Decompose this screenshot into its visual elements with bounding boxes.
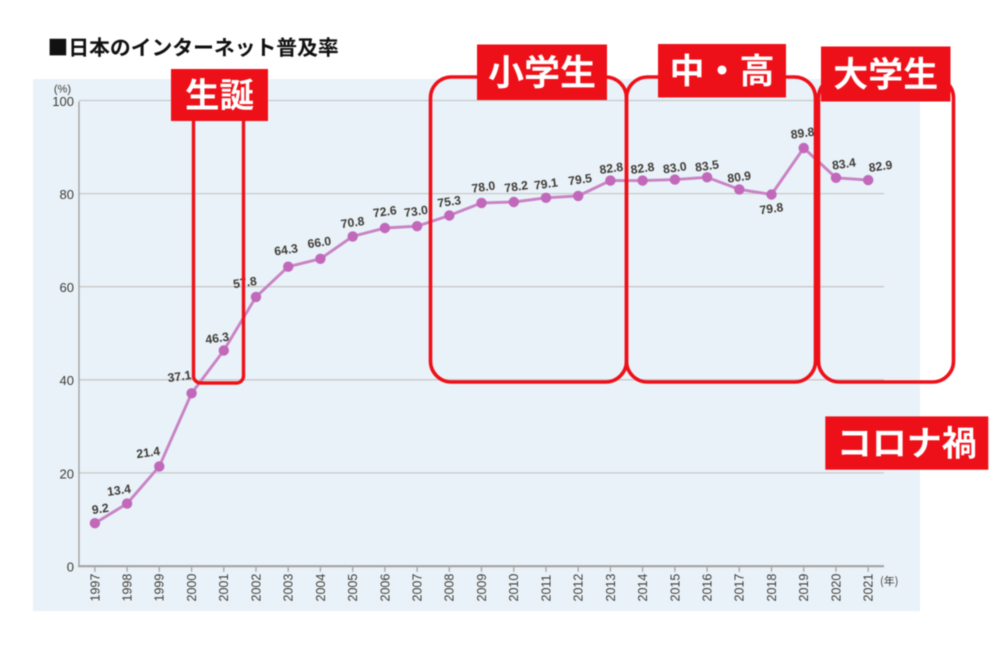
svg-text:2009: 2009: [475, 574, 489, 602]
svg-text:83.0: 83.0: [662, 159, 688, 176]
svg-text:40: 40: [60, 373, 74, 388]
svg-text:2015: 2015: [668, 574, 682, 602]
svg-text:2002: 2002: [249, 574, 263, 602]
svg-text:2007: 2007: [411, 574, 425, 602]
svg-text:66.0: 66.0: [307, 234, 333, 251]
svg-text:2006: 2006: [378, 574, 392, 602]
svg-text:46.3: 46.3: [204, 330, 230, 347]
svg-text:2012: 2012: [572, 574, 586, 602]
svg-text:2017: 2017: [733, 574, 747, 602]
svg-text:37.1: 37.1: [167, 368, 193, 385]
svg-text:2021: 2021: [862, 574, 876, 602]
svg-text:1999: 1999: [153, 574, 167, 602]
svg-text:79.8: 79.8: [759, 200, 785, 217]
svg-text:2001: 2001: [217, 574, 231, 602]
svg-text:21.4: 21.4: [135, 444, 161, 461]
svg-text:80.9: 80.9: [726, 169, 752, 186]
svg-text:2018: 2018: [765, 574, 779, 602]
svg-text:82.8: 82.8: [599, 160, 625, 177]
svg-text:2010: 2010: [507, 574, 521, 602]
svg-text:60: 60: [60, 280, 74, 295]
svg-text:83.5: 83.5: [694, 157, 720, 174]
svg-text:2011: 2011: [539, 575, 553, 602]
svg-text:2013: 2013: [604, 574, 618, 602]
svg-text:78.0: 78.0: [471, 179, 497, 196]
svg-text:2004: 2004: [314, 574, 328, 602]
svg-text:64.3: 64.3: [273, 241, 299, 258]
svg-text:83.4: 83.4: [831, 155, 857, 172]
svg-text:78.2: 78.2: [503, 178, 529, 195]
svg-text:13.4: 13.4: [106, 482, 132, 499]
svg-text:1997: 1997: [88, 574, 102, 602]
svg-text:2000: 2000: [185, 574, 199, 602]
svg-text:2016: 2016: [701, 574, 715, 602]
svg-text:2020: 2020: [829, 574, 843, 602]
svg-text:70.8: 70.8: [340, 214, 366, 231]
svg-text:89.8: 89.8: [790, 125, 816, 142]
svg-text:79.1: 79.1: [533, 175, 559, 192]
svg-text:72.6: 72.6: [372, 203, 398, 220]
svg-text:2014: 2014: [636, 574, 650, 602]
svg-text:82.8: 82.8: [630, 160, 656, 177]
svg-text:73.0: 73.0: [403, 203, 429, 220]
svg-text:82.9: 82.9: [868, 158, 894, 175]
svg-text:2003: 2003: [282, 574, 296, 602]
svg-text:9.2: 9.2: [91, 501, 110, 517]
svg-text:100: 100: [52, 94, 74, 109]
svg-text:80: 80: [60, 187, 74, 202]
svg-text:0: 0: [67, 559, 74, 574]
svg-text:1998: 1998: [121, 574, 135, 602]
svg-text:2019: 2019: [797, 574, 811, 602]
svg-text:20: 20: [60, 466, 74, 481]
svg-text:75.3: 75.3: [436, 193, 462, 210]
svg-text:2005: 2005: [346, 574, 360, 602]
svg-text:2008: 2008: [443, 574, 457, 602]
svg-text:79.5: 79.5: [567, 171, 593, 188]
svg-text:(%): (%): [54, 84, 71, 96]
